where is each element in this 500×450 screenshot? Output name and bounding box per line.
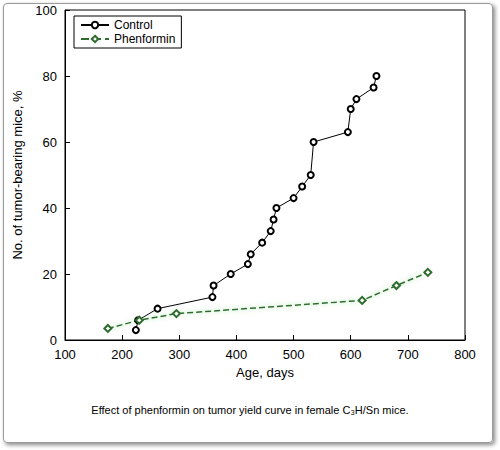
svg-text:Effect of phenformin on tumor: Effect of phenformin on tumor yield curv… <box>91 404 408 416</box>
svg-text:60: 60 <box>43 135 57 150</box>
svg-text:No. of tumor-bearing mice, %: No. of tumor-bearing mice, % <box>10 90 25 260</box>
svg-text:Phenformin: Phenformin <box>114 32 175 46</box>
svg-text:200: 200 <box>111 347 133 362</box>
svg-text:100: 100 <box>54 347 76 362</box>
svg-text:400: 400 <box>226 347 248 362</box>
svg-text:20: 20 <box>43 267 57 282</box>
svg-text:100: 100 <box>35 3 57 18</box>
svg-text:700: 700 <box>397 347 419 362</box>
svg-text:500: 500 <box>283 347 305 362</box>
svg-text:600: 600 <box>340 347 362 362</box>
svg-text:Control: Control <box>114 18 153 32</box>
svg-text:800: 800 <box>454 347 476 362</box>
svg-text:300: 300 <box>168 347 190 362</box>
svg-text:0: 0 <box>50 333 57 348</box>
svg-text:40: 40 <box>43 201 57 216</box>
svg-text:Age, days: Age, days <box>236 365 294 380</box>
svg-text:80: 80 <box>43 69 57 84</box>
